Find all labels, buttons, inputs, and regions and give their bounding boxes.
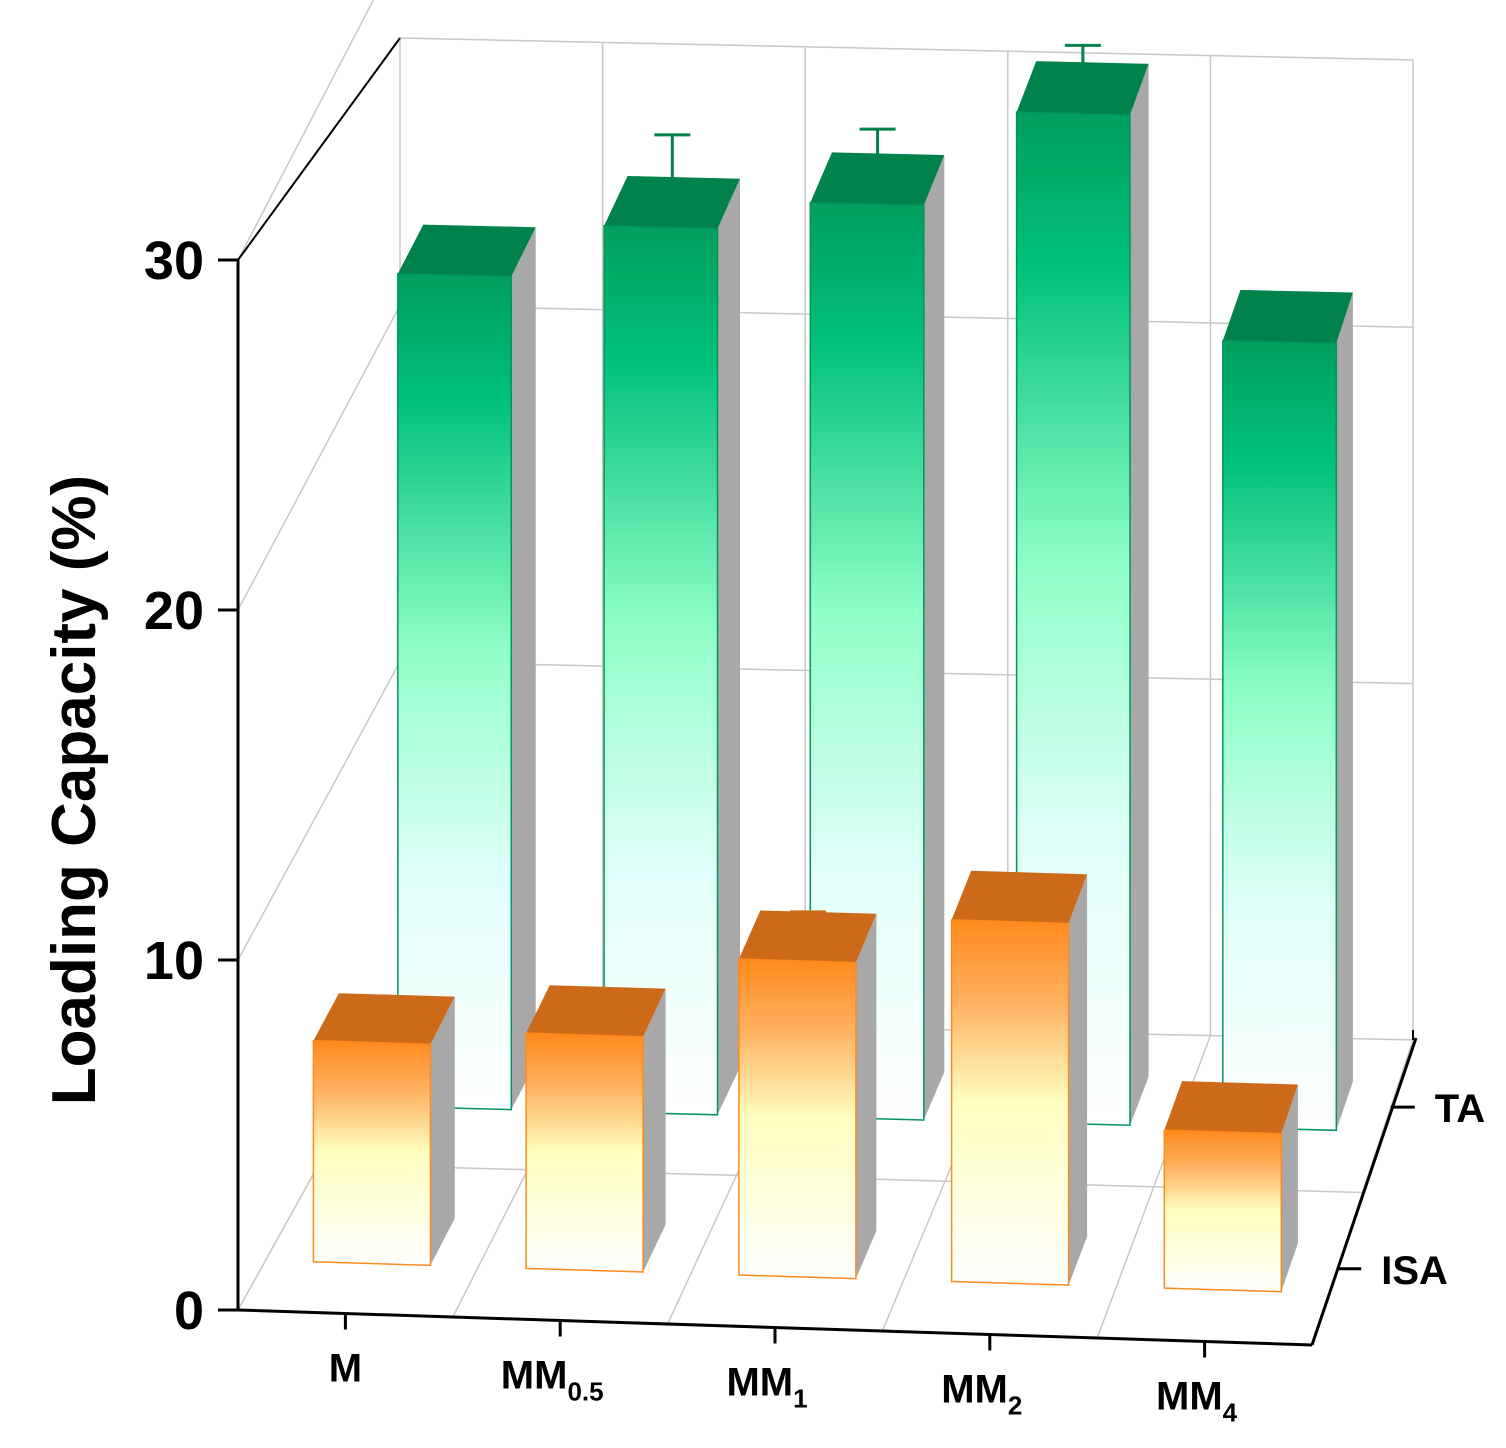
bar-top [1164, 1081, 1298, 1134]
bar-side [717, 178, 740, 1115]
grid-line [237, 37, 401, 261]
bar-front [1015, 111, 1131, 1126]
bar-ISA-2 [738, 910, 877, 1280]
bar-top [1222, 289, 1353, 344]
bar-front [1222, 339, 1338, 1132]
x-tick-label: MM0.5 [501, 1354, 604, 1407]
bar-top [810, 152, 945, 206]
bar-top [738, 910, 877, 963]
bar-front [809, 201, 925, 1121]
grid-line [399, 37, 1414, 61]
grid-line [237, 304, 401, 611]
bar-TA-0 [397, 224, 536, 1111]
grid-line [237, 0, 375, 261]
bar-top [313, 993, 455, 1045]
bar-front [603, 225, 719, 1116]
bar-ISA-3 [950, 870, 1088, 1286]
bar-TA-4 [1222, 289, 1353, 1132]
text-layer: 0 10 20 30 M MM0.5 MM1 MM2 MM4 TA ISA [144, 231, 1485, 1428]
bar-TA-2 [809, 127, 945, 1121]
bar-side [855, 913, 877, 1279]
x-tick-label: M [329, 1347, 362, 1391]
x-tick-label: MM2 [941, 1368, 1022, 1421]
bar-front [738, 958, 857, 1280]
bar-side [511, 227, 536, 1110]
bar-TA-1 [603, 133, 740, 1116]
x-tick-label: MM4 [1156, 1375, 1238, 1428]
series-label: ISA [1381, 1249, 1448, 1293]
bar-front [525, 1032, 644, 1273]
bar-top [397, 224, 536, 277]
y-tick-label: 20 [144, 581, 204, 641]
bar-side [643, 988, 666, 1272]
x-tick-label: MM1 [726, 1361, 807, 1414]
bar-ISA-4 [1163, 1081, 1298, 1293]
bar-top [526, 985, 666, 1037]
bar-side [923, 155, 945, 1120]
bar-front [312, 1039, 432, 1267]
bar-side [1281, 1084, 1298, 1292]
bar-front [950, 919, 1070, 1286]
y-axis-label: Loading Capacity (%) [40, 475, 109, 1105]
bar-layer [312, 43, 1353, 1293]
bar-top [951, 870, 1088, 924]
bar-side [1068, 874, 1088, 1286]
y-tick-label: 30 [144, 231, 204, 291]
bar-ISA-1 [525, 985, 666, 1273]
y-tick-label: 10 [144, 931, 204, 991]
z-axis-line [1310, 1037, 1418, 1346]
series-label: TA [1435, 1087, 1485, 1131]
grid-line [237, 661, 401, 961]
bar-TA-3 [1015, 43, 1149, 1126]
y-tick-label: 0 [174, 1281, 204, 1341]
bar-front [397, 273, 513, 1111]
bar-side [1130, 63, 1149, 1126]
bar-top [604, 176, 740, 229]
bar-side [1336, 292, 1353, 1131]
bar-ISA-0 [312, 993, 455, 1267]
bar-top [1016, 61, 1149, 115]
axis-layer [218, 258, 1418, 1358]
bar-front [1163, 1129, 1283, 1293]
bar-side [430, 996, 455, 1266]
